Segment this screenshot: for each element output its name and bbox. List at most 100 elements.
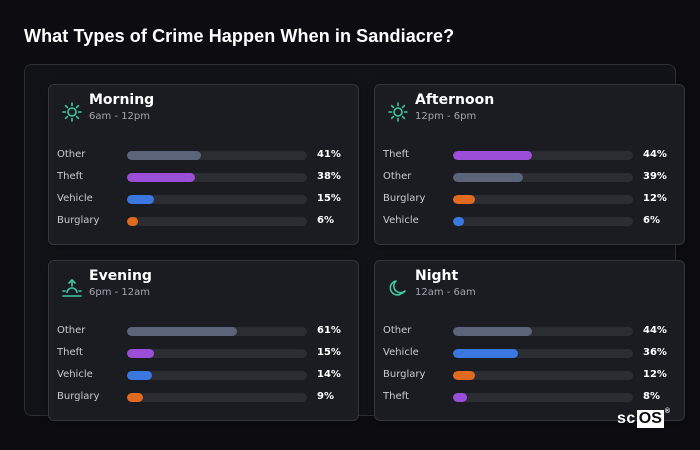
progress-fill-vehicle [453,349,518,358]
crime-percent: 44% [643,149,667,160]
progress-track [127,327,307,336]
crime-label: Other [57,149,86,160]
crime-label: Burglary [383,369,426,380]
card-time-range: 6am - 12pm [89,111,151,122]
progress-track [127,393,307,402]
progress-track [127,151,307,160]
crime-label: Vehicle [383,347,419,358]
card-evening: Evening 6pm - 12am Other 61% Theft 15% Vehicle… [48,260,359,421]
sun-icon [61,101,83,123]
crime-percent: 39% [643,171,667,182]
crime-row-theft: Theft 8% [383,389,673,411]
logo-os: OS [636,410,664,428]
crime-label: Vehicle [57,193,93,204]
crime-percent: 12% [643,369,667,380]
progress-track [453,327,633,336]
crime-percent: 15% [317,193,341,204]
crime-row-burglary: Burglary 9% [57,389,347,411]
crime-row-burglary: Burglary 6% [57,213,347,235]
crime-percent: 6% [317,215,334,226]
crime-label: Other [383,325,412,336]
crime-rows: Other 41% Theft 38% Vehicle 15% Burglary 6% [57,147,347,235]
card-title: Morning [89,92,155,108]
crime-row-other: Other 41% [57,147,347,169]
progress-track [127,371,307,380]
sun-icon [387,101,409,123]
scos-logo: sc OS ® [617,408,670,430]
moon-icon [387,277,409,299]
sunset-icon [61,277,83,299]
card-morning: Morning 6am - 12pm Other 41% Theft 38% Vehicle… [48,84,359,245]
progress-fill-burglary [127,217,138,226]
crime-rows: Theft 44% Other 39% Burglary 12% Vehicle 6% [383,147,673,235]
progress-fill-theft [453,393,468,402]
progress-fill-burglary [453,371,475,380]
progress-track [127,217,307,226]
crime-label: Burglary [57,215,100,226]
crime-row-burglary: Burglary 12% [383,367,673,389]
crime-label: Vehicle [57,369,93,380]
crime-percent: 41% [317,149,341,160]
crime-row-theft: Theft 44% [383,147,673,169]
crime-label: Vehicle [383,215,419,226]
crime-label: Other [57,325,86,336]
progress-track [453,371,633,380]
crime-percent: 44% [643,325,667,336]
crime-row-other: Other 39% [383,169,673,191]
card-title: Night [415,268,459,284]
card-title: Afternoon [415,92,495,108]
progress-fill-other [127,151,201,160]
card-time-range: 6pm - 12am [89,287,151,298]
crime-rows: Other 44% Vehicle 36% Burglary 12% Theft 8% [383,323,673,411]
progress-fill-theft [453,151,533,160]
progress-fill-other [453,327,533,336]
progress-track [127,195,307,204]
crime-percent: 6% [643,215,660,226]
crime-percent: 9% [317,391,334,402]
card-title: Evening [89,268,152,284]
progress-track [127,349,307,358]
crime-percent: 38% [317,171,341,182]
crime-rows: Other 61% Theft 15% Vehicle 14% Burglary 9% [57,323,347,411]
crime-row-theft: Theft 38% [57,169,347,191]
progress-track [453,217,633,226]
progress-fill-other [127,327,237,336]
crime-row-vehicle: Vehicle 15% [57,191,347,213]
progress-track [453,151,633,160]
crime-percent: 14% [317,369,341,380]
progress-fill-vehicle [127,371,153,380]
crime-label: Theft [57,171,83,182]
crime-label: Burglary [57,391,100,402]
progress-fill-theft [127,349,154,358]
card-afternoon: Afternoon 12pm - 6pm Theft 44% Other 39% Burgl… [374,84,685,245]
crime-label: Theft [383,391,409,402]
logo-reg: ® [664,408,671,415]
crime-percent: 8% [643,391,660,402]
crime-row-theft: Theft 15% [57,345,347,367]
crime-label: Other [383,171,412,182]
crime-percent: 15% [317,347,341,358]
card-time-range: 12pm - 6pm [415,111,477,122]
crime-row-vehicle: Vehicle 14% [57,367,347,389]
crime-percent: 12% [643,193,667,204]
progress-track [453,195,633,204]
card-time-range: 12am - 6am [415,287,476,298]
crime-label: Burglary [383,193,426,204]
crime-label: Theft [383,149,409,160]
crime-row-vehicle: Vehicle 36% [383,345,673,367]
crime-row-other: Other 61% [57,323,347,345]
progress-track [453,173,633,182]
crime-row-burglary: Burglary 12% [383,191,673,213]
crime-row-other: Other 44% [383,323,673,345]
progress-fill-other [453,173,524,182]
progress-fill-burglary [453,195,475,204]
page-title: What Types of Crime Happen When in Sandi… [24,26,455,46]
crime-percent: 36% [643,347,667,358]
logo-sc: sc [617,410,636,427]
progress-track [453,393,633,402]
card-night: Night 12am - 6am Other 44% Vehicle 36% Burglar… [374,260,685,421]
crime-percent: 61% [317,325,341,336]
progress-fill-vehicle [127,195,154,204]
progress-track [453,349,633,358]
progress-fill-theft [127,173,196,182]
